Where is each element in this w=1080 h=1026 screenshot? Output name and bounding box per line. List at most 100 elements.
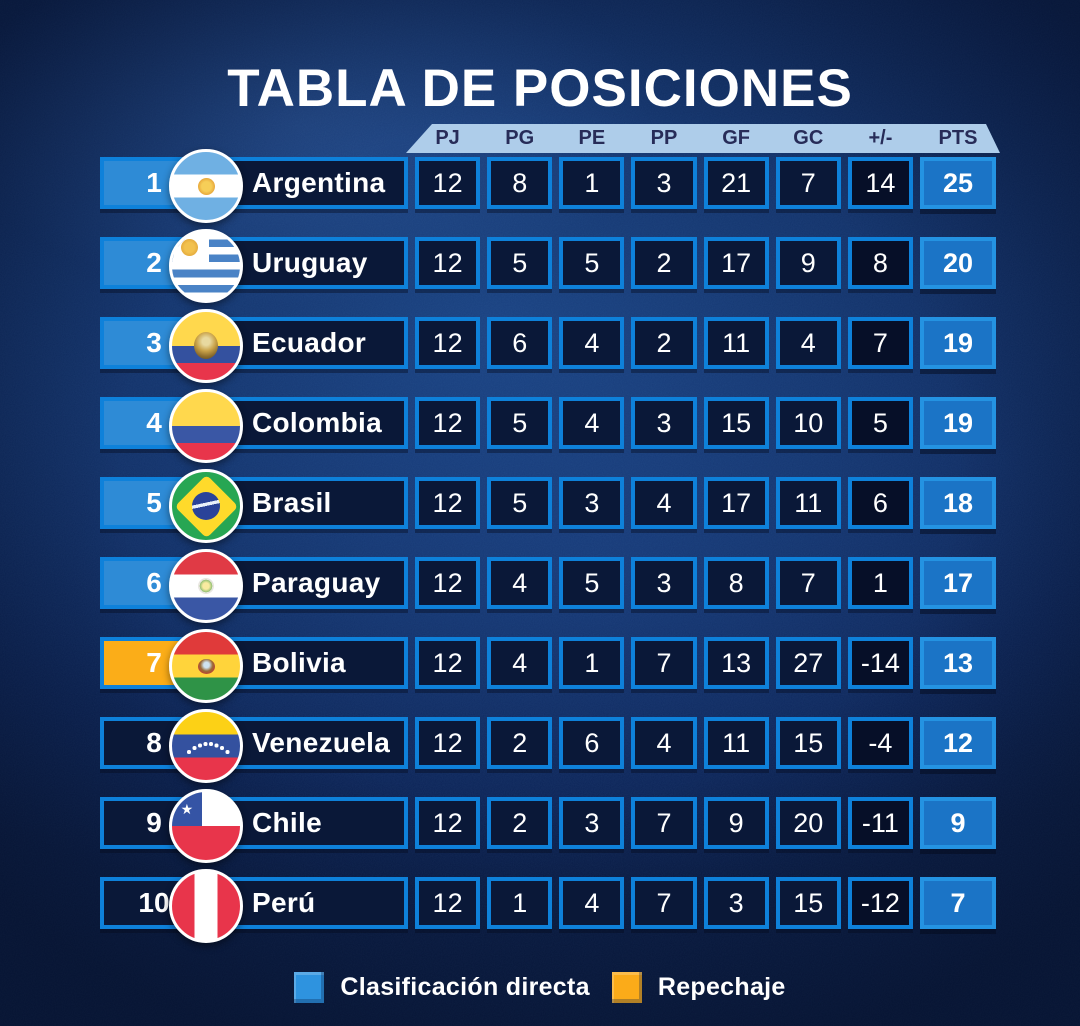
stat-pts: 25 (919, 157, 996, 209)
stat-pp: 7 (631, 797, 697, 849)
column-header-pe: PE (578, 127, 606, 149)
stat-pe: 5 (559, 557, 625, 609)
team-cell: 4 Colombia (100, 389, 408, 463)
stat-diff: 8 (847, 237, 913, 289)
team-name: Paraguay (252, 567, 381, 598)
stat-diff: 14 (847, 157, 913, 209)
position-number: 8 (146, 727, 162, 758)
stat-gf: 9 (703, 797, 769, 849)
position-number: 1 (146, 167, 162, 198)
stats-cells: 12 6 4 2 11 4 7 19 (415, 317, 996, 369)
team-cell: 8 Venezuela (100, 709, 408, 783)
table-row: 6 Paraguay 12 4 5 3 8 7 1 17 (100, 549, 996, 623)
stat-pe: 4 (559, 877, 625, 929)
stat-pts: 19 (919, 317, 996, 369)
stat-pg: 4 (487, 557, 553, 609)
stat-gc: 11 (775, 477, 841, 529)
stat-pts: 18 (919, 477, 996, 529)
team-cell: 6 Paraguay (100, 549, 408, 623)
stat-gc: 10 (775, 397, 841, 449)
stat-pe: 3 (559, 797, 625, 849)
stat-gf: 3 (703, 877, 769, 929)
stat-pg: 8 (487, 157, 553, 209)
stat-diff: -14 (847, 637, 913, 689)
stat-pj: 12 (415, 637, 481, 689)
legend-label-repechaje: Repechaje (657, 973, 786, 1001)
team-cell: 9 Chile (100, 789, 408, 863)
stats-cells: 12 4 5 3 8 7 1 17 (415, 557, 996, 609)
page-title: TABLA DE POSICIONES (227, 58, 853, 118)
stats-cells: 12 2 3 7 9 20 -11 9 (415, 797, 996, 849)
stat-pe: 5 (559, 237, 625, 289)
stat-gc: 27 (775, 637, 841, 689)
team-name: Chile (252, 807, 322, 838)
stats-cells: 12 5 3 4 17 11 6 18 (415, 477, 996, 529)
team-flag (169, 629, 243, 703)
team-flag (169, 789, 243, 863)
column-header-diff: +/- (868, 127, 893, 149)
column-header-gc: GC (793, 127, 824, 149)
stat-gc: 15 (775, 717, 841, 769)
column-headers: PJ PG PE PP GF GC +/- PTS (415, 124, 996, 153)
stat-pp: 2 (631, 237, 697, 289)
table-row: 10 Perú 12 1 4 7 3 15 -12 7 (100, 869, 996, 943)
legend-swatch-direct (294, 972, 325, 1003)
team-flag (169, 549, 243, 623)
column-header-pj: PJ (435, 127, 460, 149)
stat-gf: 11 (703, 717, 769, 769)
stat-pj: 12 (415, 477, 481, 529)
position-number: 3 (146, 327, 162, 358)
stat-pj: 12 (415, 157, 481, 209)
legend-label-direct: Clasificación directa (340, 973, 590, 1001)
stat-pp: 7 (631, 637, 697, 689)
table-row: 3 Ecuador 12 6 4 2 11 4 7 19 (100, 309, 996, 383)
team-name: Bolivia (252, 647, 346, 678)
table-row: 1 Argentina 12 8 1 3 21 7 14 25 (100, 149, 996, 223)
position-number: 10 (138, 887, 170, 918)
stat-pp: 4 (631, 717, 697, 769)
stat-pg: 5 (487, 397, 553, 449)
team-flag (169, 149, 243, 223)
stat-pp: 4 (631, 477, 697, 529)
stat-gc: 9 (775, 237, 841, 289)
table-header: PJ PG PE PP GF GC +/- PTS (406, 124, 1000, 153)
stat-diff: 7 (847, 317, 913, 369)
team-name: Perú (252, 887, 316, 918)
team-cell: 5 Brasil (100, 469, 408, 543)
stats-cells: 12 1 4 7 3 15 -12 7 (415, 877, 996, 929)
team-flag (169, 709, 243, 783)
stat-diff: -11 (847, 797, 913, 849)
stat-pg: 6 (487, 317, 553, 369)
team-flag (169, 389, 243, 463)
stat-pj: 12 (415, 797, 481, 849)
legend-swatch-repechaje (611, 972, 642, 1003)
stats-cells: 12 4 1 7 13 27 -14 13 (415, 637, 996, 689)
stat-pg: 1 (487, 877, 553, 929)
stat-gf: 21 (703, 157, 769, 209)
stat-pp: 3 (631, 557, 697, 609)
stat-diff: 5 (847, 397, 913, 449)
stat-pj: 12 (415, 877, 481, 929)
stat-gc: 7 (775, 557, 841, 609)
stat-gf: 13 (703, 637, 769, 689)
stat-gc: 7 (775, 157, 841, 209)
stat-diff: 1 (847, 557, 913, 609)
stat-pg: 4 (487, 637, 553, 689)
stat-diff: -4 (847, 717, 913, 769)
stat-pe: 1 (559, 637, 625, 689)
stat-pts: 19 (919, 397, 996, 449)
stats-cells: 12 5 5 2 17 9 8 20 (415, 237, 996, 289)
stat-pj: 12 (415, 237, 481, 289)
team-name: Uruguay (252, 247, 368, 278)
stat-pts: 12 (919, 717, 996, 769)
stat-pg: 2 (487, 797, 553, 849)
stat-pp: 3 (631, 397, 697, 449)
table-row: 2 Uruguay 12 5 5 2 17 9 8 20 (100, 229, 996, 303)
stat-pe: 6 (559, 717, 625, 769)
team-cell: 2 Uruguay (100, 229, 408, 303)
column-header-pg: PG (505, 127, 535, 149)
stat-gf: 15 (703, 397, 769, 449)
column-header-gf: GF (722, 127, 751, 149)
stat-gc: 20 (775, 797, 841, 849)
